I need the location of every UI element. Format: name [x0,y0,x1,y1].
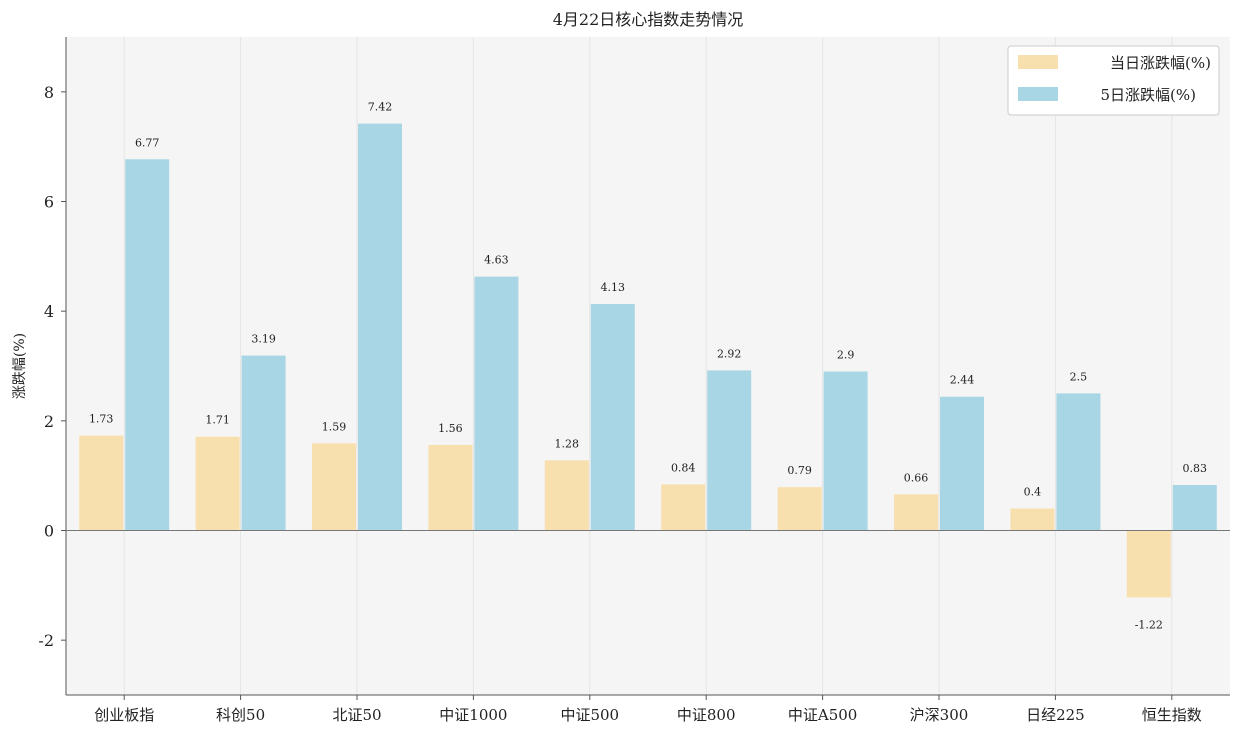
bar-5day-change [474,276,519,531]
y-tick-label: 8 [44,83,54,102]
x-axis-ticks: 创业板指 科创50 北证50 中证1000 中证500 中证800 中证A500 沪深300 日… [94,695,1202,724]
bar-5day-change [590,304,635,531]
legend-label-daily: 当日涨跌幅(%) [1110,54,1211,72]
value-labels: 1.73 6.77 1.71 3.19 1.59 7.42 1.56 4.63 1.28 4.13… [89,101,1207,632]
bar-daily-change [1126,530,1171,598]
bar-5day-change [1056,393,1101,531]
bar-daily-change [79,435,124,531]
y-tick-label: 6 [44,193,54,212]
bar-5day-change [125,159,170,531]
bar-5day-change [241,355,286,531]
value-label-5day: 2.5 [1070,370,1088,383]
value-label-5day: 6.77 [135,136,160,149]
y-tick-label: 4 [44,302,54,321]
value-label-daily: 0.79 [787,464,812,477]
value-label-5day: 0.83 [1183,462,1208,475]
legend-swatch-daily [1018,55,1058,69]
x-tick-label: 沪深300 [910,706,969,724]
bar-5day-change [940,396,984,531]
value-label-daily: 0.4 [1024,486,1042,499]
value-label-daily: 1.28 [555,437,580,450]
value-label-daily: 0.66 [904,471,929,484]
y-axis-label: 涨跌幅(%) [12,333,28,399]
legend-swatch-5day [1018,87,1058,101]
y-tick-label: 2 [44,412,54,431]
value-label-5day: 2.92 [717,347,742,360]
value-label-daily: 1.71 [205,414,230,427]
x-tick-label: 中证1000 [439,706,507,724]
bar-daily-change [894,494,938,531]
value-label-5day: 2.44 [950,374,975,387]
value-label-5day: 3.19 [251,333,276,346]
x-tick-label: 科创50 [216,706,265,724]
bar-daily-change [312,443,356,531]
legend-box [1007,45,1220,116]
grid-lines [123,37,1173,695]
value-label-daily: 1.73 [89,413,114,426]
y-tick-label: 0 [44,522,54,541]
legend-label-5day: 5日涨跌幅(%) [1100,86,1196,104]
axes [65,37,1230,696]
bar-daily-change [1010,508,1055,531]
x-tick-label: 恒生指数 [1142,706,1202,724]
bar-daily-change [428,444,473,531]
x-tick-label: 中证A500 [788,706,857,724]
chart-title: 4月22日核心指数走势情况 [553,10,744,29]
x-tick-label: 创业板指 [94,706,154,724]
bar-daily-change [777,487,822,531]
value-label-daily: 0.84 [671,461,696,474]
value-label-5day: 7.42 [368,101,393,114]
legend: 当日涨跌幅(%) 5日涨跌幅(%) [1007,45,1220,116]
bar-5day-change [823,371,868,531]
value-label-daily: 1.56 [438,422,463,435]
bar-5day-change [1172,484,1217,531]
bars [79,123,1217,598]
value-label-5day: 2.9 [837,348,855,361]
x-tick-label: 中证500 [560,706,619,724]
value-label-daily: 1.59 [322,420,347,433]
value-label-5day: 4.63 [484,254,509,267]
bar-daily-change [544,460,589,531]
x-tick-label: 日经225 [1026,706,1085,724]
bar-5day-change [358,123,402,531]
y-tick-label: -2 [38,631,54,650]
x-tick-label: 北证50 [332,706,381,724]
bar-5day-change [707,370,752,531]
y-axis-ticks: -2 0 2 4 6 8 [38,83,66,650]
bar-daily-change [661,484,706,531]
value-label-daily: -1.22 [1135,618,1163,631]
x-tick-label: 中证800 [677,706,736,724]
value-label-5day: 4.13 [601,281,626,294]
bar-daily-change [195,436,240,531]
